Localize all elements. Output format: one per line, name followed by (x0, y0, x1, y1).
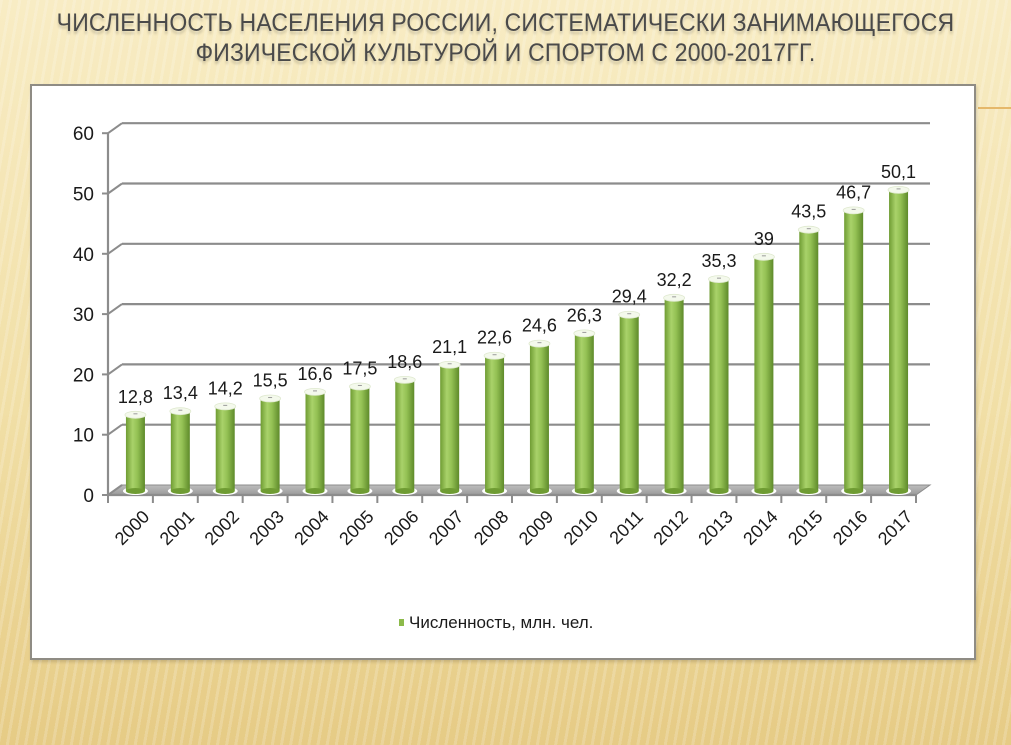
y-axis: 0 10 20 30 40 50 60 (73, 122, 123, 507)
bar-2013 (706, 275, 732, 495)
bar-2015 (796, 225, 822, 495)
bar-2014 (751, 252, 777, 495)
x-tick-label: 2005 (335, 507, 377, 549)
data-label: 18,6 (387, 352, 422, 372)
bar-2002 (212, 402, 238, 495)
chart-frame: 0 10 20 30 40 50 60 12,8 13,4 14,2 15,5 16,6 17,5 18… (30, 84, 976, 660)
bar-2004 (302, 388, 328, 495)
bar-2007 (437, 360, 463, 495)
data-label: 26,3 (567, 305, 602, 325)
x-tick-label: 2016 (829, 507, 871, 549)
x-tick-label: 2001 (156, 507, 198, 549)
data-label: 16,6 (297, 364, 332, 384)
y-tick-label: 20 (73, 365, 94, 386)
x-tick-label: 2010 (560, 507, 602, 549)
data-label: 22,6 (477, 328, 512, 348)
y-tick-label: 10 (73, 426, 94, 447)
bar-2001 (167, 407, 193, 495)
data-label: 24,6 (522, 316, 557, 336)
bar-2017 (886, 185, 912, 495)
data-label: 39 (754, 229, 774, 249)
data-label: 32,2 (657, 270, 692, 290)
data-label: 35,3 (701, 251, 736, 271)
x-tick-label: 2004 (290, 507, 332, 549)
y-tick-label: 50 (73, 185, 94, 206)
x-tick-label: 2011 (606, 507, 648, 549)
x-tick-label: 2003 (245, 507, 287, 549)
bars (122, 185, 912, 495)
data-label: 17,5 (342, 358, 377, 378)
x-tick-label: 2014 (739, 507, 781, 549)
bar-2012 (661, 293, 687, 495)
legend-swatch-icon (399, 619, 404, 626)
x-tick-label: 2000 (111, 507, 153, 549)
data-label: 14,2 (208, 378, 243, 398)
bar-chart: 0 10 20 30 40 50 60 12,8 13,4 14,2 15,5 16,6 17,5 18… (73, 122, 932, 632)
slide-title-line-1: ЧИСЛЕННОСТЬ НАСЕЛЕНИЯ РОССИИ, СИСТЕМАТИЧ… (56, 9, 955, 37)
y-tick-label: 0 (83, 486, 94, 507)
data-label: 43,5 (791, 202, 826, 222)
data-label: 46,7 (836, 182, 871, 202)
x-tick-label: 2007 (425, 507, 467, 549)
bar-2011 (616, 310, 642, 495)
data-label: 50,1 (881, 162, 916, 182)
bar-2016 (841, 206, 867, 495)
bar-2008 (482, 351, 508, 495)
y-tick-label: 60 (73, 124, 94, 145)
bar-2009 (526, 339, 552, 495)
bar-2000 (122, 410, 148, 495)
slide-title-line-2: ФИЗИЧЕСКОЙ КУЛЬТУРОЙ И СПОРТОМ С 2000-20… (195, 39, 816, 67)
gridlines (122, 122, 930, 426)
bar-2010 (571, 329, 597, 495)
x-tick-label: 2013 (694, 507, 736, 549)
legend-label: Численность, млн. чел. (409, 613, 593, 632)
slide-title: ЧИСЛЕННОСТЬ НАСЕЛЕНИЯ РОССИИ, СИСТЕМАТИЧ… (40, 8, 970, 68)
x-tick-label: 2009 (515, 507, 557, 549)
data-label: 21,1 (432, 337, 467, 357)
legend: Численность, млн. чел. (399, 613, 593, 632)
y-tick-label: 30 (73, 305, 94, 326)
x-tick-label: 2012 (649, 507, 691, 549)
bar-2005 (347, 382, 373, 495)
bar-2006 (392, 375, 418, 495)
data-label: 12,8 (118, 387, 153, 407)
decorative-accent-line (978, 107, 1011, 109)
data-label: 15,5 (253, 371, 288, 391)
bar-2003 (257, 394, 283, 495)
x-tick-label: 2008 (470, 507, 512, 549)
x-tick-label: 2017 (874, 507, 916, 549)
data-label: 13,4 (163, 383, 198, 403)
x-axis: 2000 2001 2002 2003 2004 2005 2006 2007 2008 2009… (107, 495, 917, 549)
x-tick-label: 2002 (201, 507, 243, 549)
y-tick-label: 40 (73, 245, 94, 266)
data-label: 29,4 (612, 287, 647, 307)
x-tick-label: 2006 (380, 507, 422, 549)
data-labels: 12,8 13,4 14,2 15,5 16,6 17,5 18,6 21,1 22,6 24,6… (118, 162, 916, 407)
x-tick-label: 2015 (784, 507, 826, 549)
